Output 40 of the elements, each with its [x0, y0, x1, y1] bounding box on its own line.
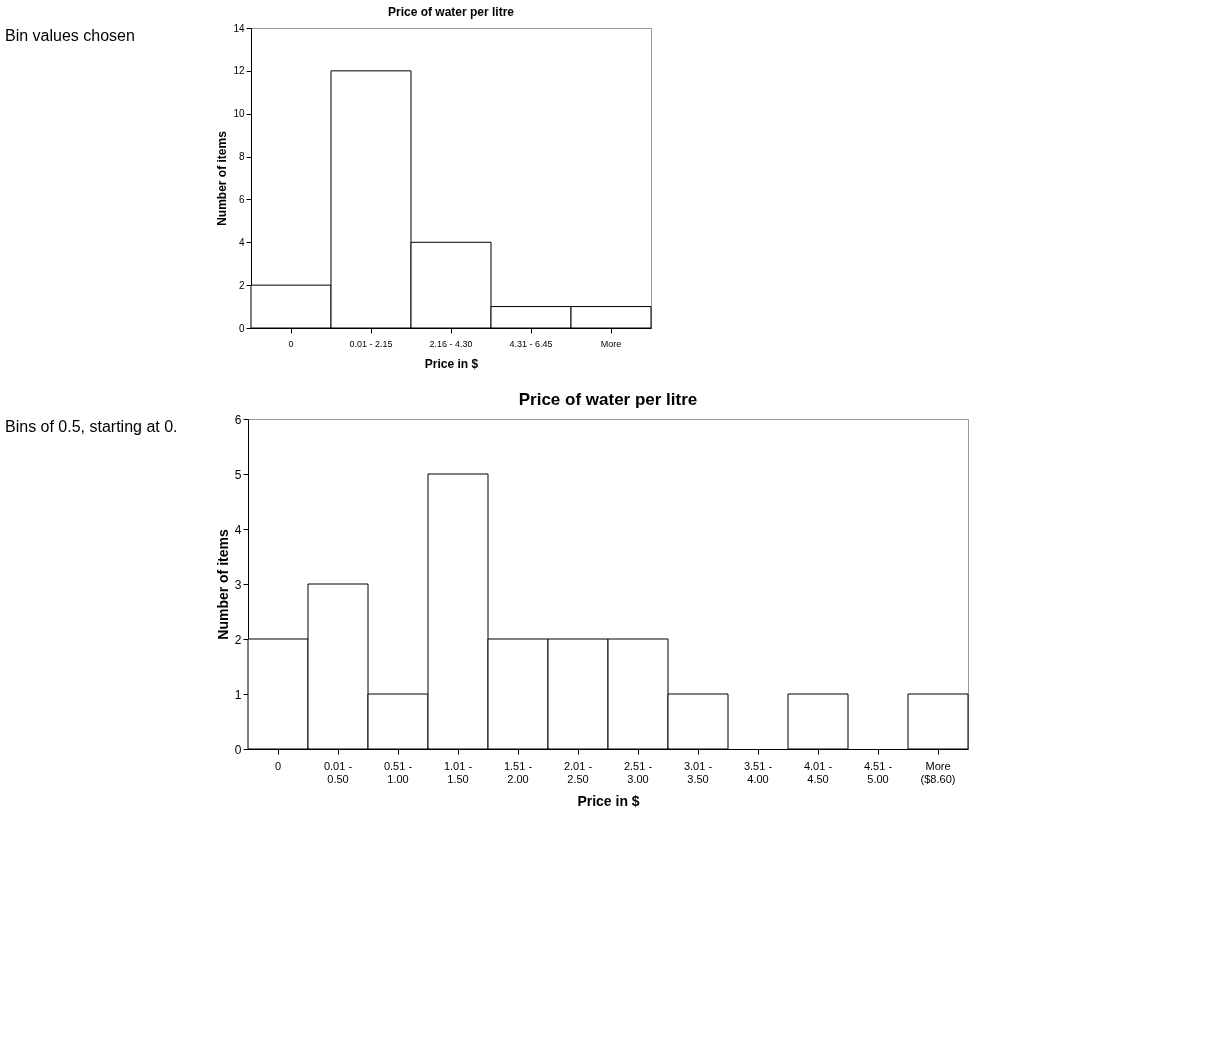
y-tick-label: 8: [238, 151, 245, 163]
text: Bins of 0.5, starting at 0.: [5, 418, 178, 435]
x-tick-label: 0.01 - 2.15: [349, 338, 393, 349]
y-tick-label: 6: [238, 193, 245, 205]
x-tick-label: 4.01 - 4.50: [803, 759, 833, 785]
x-tick-label: 0.01 - 0.50: [323, 759, 353, 785]
y-tick-label: 4: [238, 236, 245, 248]
x-tick-label: 2.01 - 2.50: [563, 759, 593, 785]
y-tick-label: 3: [234, 577, 242, 592]
y-tick-label: 12: [233, 65, 245, 77]
y-axis-title: Number of items: [215, 130, 230, 226]
text: Bin values chosen: [5, 27, 135, 44]
y-tick-label: 0: [238, 322, 245, 334]
y-axis-title: Number of items: [214, 529, 231, 640]
x-tick-label: 2.51 - 3.00: [623, 759, 653, 785]
x-tick-label: 3.51 - 4.00: [743, 759, 773, 785]
chart-title: Price of water per litre: [387, 5, 515, 19]
y-tick-label: 2: [234, 632, 242, 647]
x-axis-title: Price in $: [577, 792, 640, 809]
x-tick-label: 4.51 - 5.00: [863, 759, 893, 785]
x-tick-label: 3.01 - 3.50: [683, 759, 713, 785]
y-tick-label: 5: [234, 467, 242, 482]
x-tick-label: 4.31 - 6.45: [509, 338, 553, 349]
y-tick-label: 14: [233, 22, 245, 34]
x-tick-label: 0.51 - 1.00: [383, 759, 413, 785]
x-tick-label: More ($8.60): [920, 759, 956, 785]
y-tick-label: 1: [234, 687, 242, 702]
x-tick-label: 0: [274, 759, 282, 772]
x-tick-label: 1.01 - 1.50: [443, 759, 473, 785]
x-axis-title: Price in $: [424, 356, 479, 371]
y-tick-label: 10: [233, 108, 245, 120]
y-tick-label: 4: [234, 522, 242, 537]
x-tick-label: 2.16 - 4.30: [429, 338, 473, 349]
y-tick-label: 2: [238, 279, 245, 291]
x-tick-label: 0: [288, 338, 294, 349]
x-tick-label: More: [600, 338, 622, 349]
x-tick-label: 1.51 - 2.00: [503, 759, 533, 785]
chart-title: Price of water per litre: [518, 390, 698, 409]
y-tick-label: 0: [234, 742, 242, 757]
y-tick-label: 6: [234, 412, 242, 427]
